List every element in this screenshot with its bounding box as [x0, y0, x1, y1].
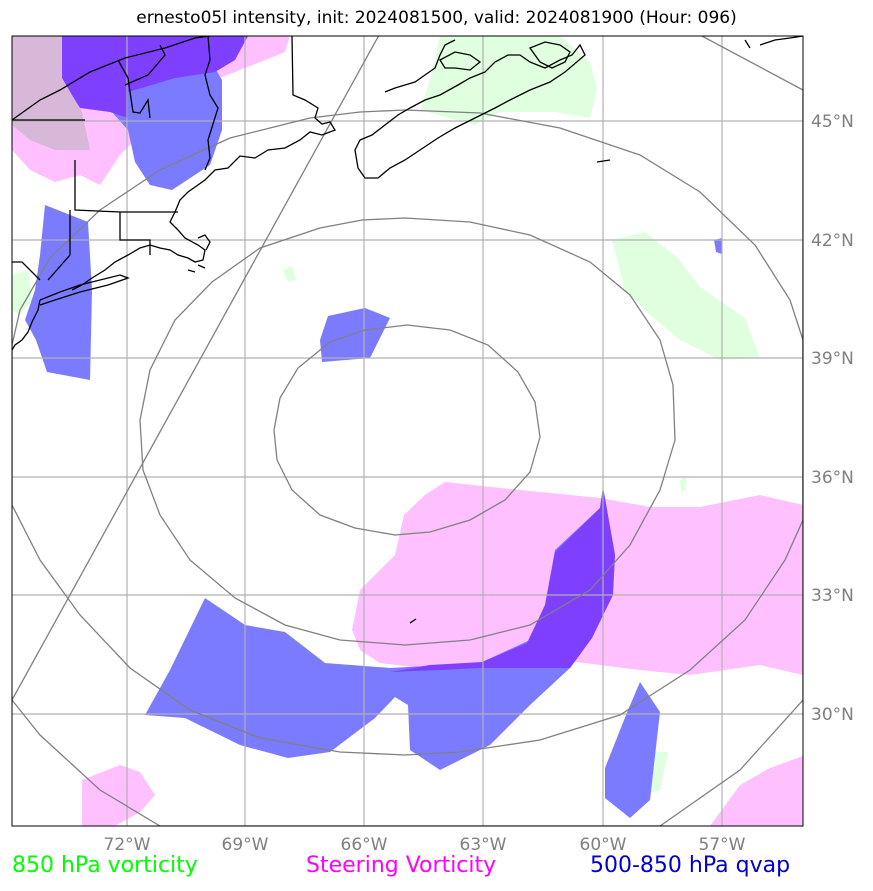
steering-region-southeast	[710, 756, 803, 826]
qvap-layer	[25, 36, 722, 818]
longitude-tick-label: 60°W	[580, 835, 627, 855]
latitude-tick-label: 42°N	[811, 231, 854, 251]
qvap-region-south-east	[605, 682, 660, 818]
latitude-tick-label: 36°N	[811, 468, 854, 488]
border-nb-ns	[204, 36, 219, 171]
latitude-tick-label: 45°N	[811, 112, 854, 132]
latitude-labels: 45°N 42°N 39°N 36°N 33°N 30°N	[811, 112, 854, 725]
coastline-cape-breton	[528, 41, 571, 69]
coastline-new-england	[12, 36, 211, 121]
longitude-tick-label: 72°W	[104, 835, 151, 855]
graticule	[12, 36, 803, 826]
latitude-tick-label: 39°N	[811, 349, 854, 369]
range-ring-outer	[12, 109, 803, 756]
coastline-gulf	[384, 39, 456, 93]
vorticity-layer	[12, 36, 760, 795]
coastlines	[12, 36, 803, 624]
range-ring-inner	[273, 324, 541, 536]
qvap-region-south-band	[145, 487, 615, 770]
longitude-labels: 72°W 69°W 66°W 63°W 60°W 57°W	[104, 835, 746, 855]
overlap-region-south	[390, 487, 615, 672]
range-ring-outermost	[12, 36, 803, 826]
steering-vorticity-layer	[12, 36, 803, 826]
legend-qvap: 500-850 hPa qvap	[590, 853, 791, 878]
coastline-newfoundland	[744, 36, 803, 49]
map-plot-area	[12, 36, 803, 826]
island-bermuda	[409, 618, 417, 624]
range-ring-middle	[139, 217, 676, 646]
qvap-region-center-blob	[320, 308, 390, 362]
vorticity-region-nova-scotia	[420, 36, 597, 125]
longitude-tick-label: 63°W	[460, 835, 507, 855]
qvap-region-small-east	[714, 238, 722, 254]
coastline-maine	[174, 36, 336, 213]
coastline-pei	[439, 51, 482, 71]
legend-steering-vorticity: Steering Vorticity	[306, 853, 497, 878]
coastline-new-jersey	[12, 299, 41, 351]
latitude-tick-label: 33°N	[811, 586, 854, 606]
coastline-nova-scotia	[354, 43, 586, 179]
island-sable	[596, 159, 611, 163]
legend-850-vorticity: 850 hPa vorticity	[12, 853, 198, 878]
overlap-region-north	[62, 36, 248, 118]
range-rings	[12, 36, 803, 826]
state-borders	[12, 119, 178, 281]
steering-region-southwest	[82, 765, 155, 826]
coastline-cape-cod	[187, 234, 211, 273]
longitude-tick-label: 69°W	[222, 835, 269, 855]
coastline-long-island	[39, 274, 130, 306]
longitude-tick-label: 57°W	[699, 835, 746, 855]
vorticity-region-east	[612, 232, 760, 360]
latitude-tick-label: 30°N	[811, 705, 854, 725]
vorticity-region-small-2	[680, 476, 686, 492]
vorticity-region-small-1	[283, 266, 296, 282]
vorticity-region-west-edge	[12, 270, 32, 315]
map-title: ernesto05l intensity, init: 2024081500, …	[136, 8, 737, 28]
longitude-tick-label: 66°W	[341, 835, 388, 855]
coastline-massachusetts	[71, 211, 206, 291]
map-frame	[11, 35, 804, 827]
